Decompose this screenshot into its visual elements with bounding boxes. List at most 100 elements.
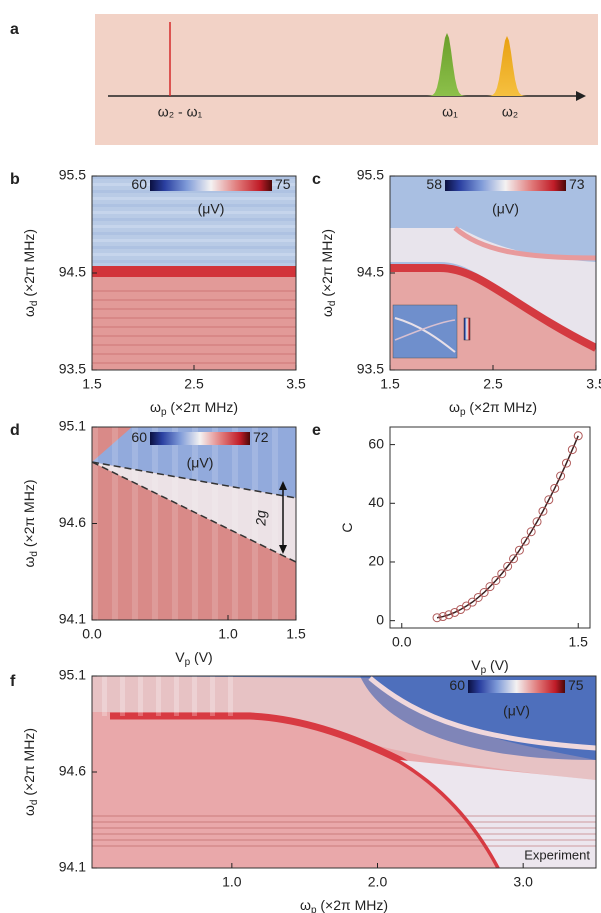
axis-label: ωp (×2π MHz): [300, 897, 388, 913]
label-unit: (×2π MHz): [21, 480, 37, 552]
label-subscript: p: [185, 657, 191, 668]
x-tick-label: 3.5: [286, 376, 306, 392]
label-unit: (×2π MHz): [466, 399, 538, 415]
colorbar-max-label: 75: [568, 677, 584, 693]
y-tick-label: 95.1: [59, 418, 86, 434]
heat-texture: [232, 427, 238, 620]
heat-branch: [110, 712, 504, 868]
axis-label: ωp (×2π MHz): [150, 399, 238, 418]
data-point: [550, 483, 560, 493]
heat-texture: [92, 317, 296, 319]
data-point: [473, 592, 483, 602]
heat-texture: [92, 308, 296, 310]
y-tick-label: 93.5: [59, 361, 86, 377]
x-tick-label: 1.5: [569, 634, 589, 650]
x-tick-label: 1.0: [222, 874, 242, 890]
x-tick-label: 3.5: [586, 376, 601, 392]
axis-label: Vp (V): [175, 649, 212, 668]
label-symbol: ω: [21, 306, 37, 317]
label-unit: (V): [190, 649, 213, 665]
y-tick-label: 94.1: [59, 859, 86, 875]
heat-texture: [272, 427, 278, 620]
label-unit: (×2π MHz): [319, 229, 335, 301]
axis-arrow: [576, 91, 586, 101]
x-tick-label: 2.5: [483, 376, 503, 392]
panel-letter: d: [10, 422, 20, 439]
heat-texture: [92, 845, 596, 847]
heat-texture: [92, 246, 296, 249]
axis-label: C: [339, 522, 355, 532]
heat-texture: [92, 815, 596, 817]
panel-letter: b: [10, 171, 20, 188]
heat-texture: [138, 676, 143, 716]
data-point: [450, 607, 460, 617]
heat-texture: [92, 335, 296, 337]
axis-label: ωd (×2π MHz): [21, 728, 40, 816]
colorbar-min-label: 58: [426, 176, 442, 192]
heat-texture: [92, 833, 596, 835]
panel-letter: e: [312, 422, 321, 439]
data-point: [567, 445, 577, 455]
heat-texture: [92, 362, 296, 364]
heat-texture: [172, 427, 178, 620]
y-tick-label: 95.1: [59, 667, 86, 683]
label-symbol: ω: [449, 399, 460, 415]
heat-texture: [92, 232, 296, 235]
heat-branch: [453, 226, 596, 261]
arrow-head: [279, 481, 287, 490]
heat-texture: [112, 427, 118, 620]
y-tick-label: 93.5: [357, 361, 384, 377]
y-tick-label: 95.5: [59, 167, 86, 183]
heat-texture: [102, 676, 107, 716]
heat-texture: [174, 676, 179, 716]
axis-label: ωd (×2π MHz): [21, 229, 40, 317]
y-tick-label: 60: [368, 435, 384, 451]
label-subscript: p: [481, 665, 487, 676]
inset-line: [394, 319, 456, 341]
data-point: [514, 545, 524, 555]
label-symbol: ω: [300, 897, 311, 913]
heat-texture: [92, 211, 296, 214]
axis-label: ωd (×2π MHz): [21, 480, 40, 568]
frequency-label: ω₂: [502, 104, 518, 120]
x-tick-label: 2.5: [184, 376, 204, 392]
label-subscript: p: [161, 407, 167, 418]
colorbar-min-label: 60: [131, 429, 147, 445]
data-point: [491, 575, 501, 585]
label-unit: (×2π MHz): [317, 897, 389, 913]
heatmap: [92, 427, 296, 620]
data-point: [556, 471, 566, 481]
heat-texture: [92, 839, 596, 841]
y-tick-label: 40: [368, 494, 384, 510]
x-tick-label: 1.5: [286, 626, 306, 642]
x-tick-label: 0.0: [82, 626, 102, 642]
label-subscript: d: [327, 301, 338, 307]
x-tick-label: 0.0: [392, 634, 412, 650]
label-unit: (×2π MHz): [21, 229, 37, 301]
colorbar-unit: (μV): [198, 201, 225, 217]
label-symbol: V: [471, 657, 481, 673]
y-tick-label: 94.5: [59, 264, 86, 280]
axis-label: ωd (×2π MHz): [319, 229, 338, 317]
annotation: 2g: [253, 510, 269, 527]
dashed-line: [92, 461, 296, 499]
label-symbol: ω: [21, 557, 37, 568]
heat-texture: [92, 190, 296, 193]
heat-texture: [192, 427, 198, 620]
heat-branch: [368, 676, 596, 751]
heat-texture: [92, 821, 596, 823]
data-point: [532, 517, 542, 527]
x-tick-label: 2.0: [368, 874, 388, 890]
data-point: [561, 458, 571, 468]
heat-texture: [92, 353, 296, 355]
heat-texture: [92, 326, 296, 328]
data-point: [520, 536, 530, 546]
heat-texture: [132, 427, 138, 620]
data-point: [467, 597, 477, 607]
label-symbol: C: [339, 522, 355, 532]
data-point: [444, 610, 454, 620]
heat-texture: [228, 676, 233, 716]
y-tick-label: 95.5: [357, 167, 384, 183]
heat-texture: [92, 176, 296, 179]
label-unit: (V): [486, 657, 509, 673]
